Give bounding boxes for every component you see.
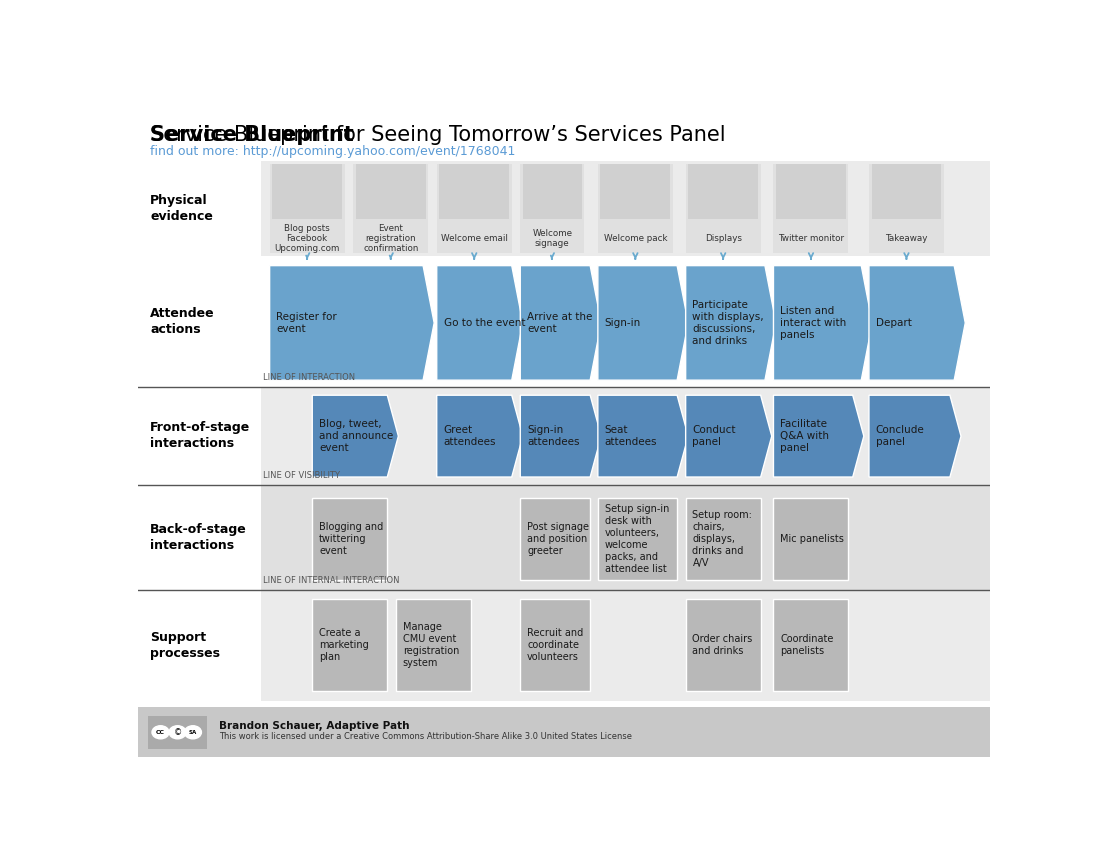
Bar [689, 164, 758, 219]
Polygon shape [685, 395, 772, 477]
Text: This work is licensed under a Creative Commons Attribution-Share Alike 3.0 Unite: This work is licensed under a Creative C… [219, 732, 632, 740]
Text: Create a
marketing
plan: Create a marketing plan [319, 628, 369, 662]
Text: Displays: Displays [705, 234, 741, 243]
Text: Order chairs
and drinks: Order chairs and drinks [693, 634, 752, 656]
Text: Participate
with displays,
discussions,
and drinks: Participate with displays, discussions, … [693, 300, 764, 346]
Bar [353, 164, 428, 252]
Bar [685, 498, 761, 580]
Text: Attendee
actions: Attendee actions [151, 307, 214, 336]
Bar [355, 164, 426, 219]
Text: Support
processes: Support processes [151, 631, 220, 660]
Bar [598, 164, 673, 252]
Polygon shape [685, 266, 775, 380]
Text: Greet
attendees: Greet attendees [443, 425, 496, 447]
Bar [773, 164, 848, 252]
Bar [522, 164, 582, 219]
Bar [270, 164, 344, 252]
Text: Blogging and
twittering
event: Blogging and twittering event [319, 522, 383, 556]
Text: Conduct
panel: Conduct panel [693, 425, 736, 447]
Bar [520, 599, 591, 691]
Polygon shape [437, 266, 522, 380]
Circle shape [169, 726, 186, 739]
Bar [520, 498, 591, 580]
Polygon shape [598, 395, 689, 477]
Text: Blog, tweet,
and announce
event: Blog, tweet, and announce event [319, 419, 394, 453]
Text: Front-of-stage
interactions: Front-of-stage interactions [151, 422, 251, 451]
Text: Depart: Depart [876, 318, 912, 328]
Bar [396, 599, 471, 691]
Text: Register for
event: Register for event [276, 312, 338, 334]
Text: Service Blueprint for Seeing Tomorrow’s Services Panel: Service Blueprint for Seeing Tomorrow’s … [151, 125, 726, 144]
Polygon shape [270, 266, 434, 380]
Bar [773, 498, 848, 580]
Bar [312, 599, 387, 691]
Text: Conclude
panel: Conclude panel [876, 425, 924, 447]
Text: Welcome email: Welcome email [441, 234, 508, 243]
Polygon shape [773, 395, 864, 477]
Bar [685, 164, 761, 252]
Bar [520, 164, 584, 252]
Text: Setup room:
chairs,
displays,
drinks and
A/V: Setup room: chairs, displays, drinks and… [693, 510, 752, 568]
Text: Welcome pack: Welcome pack [604, 234, 667, 243]
Text: Twitter monitor: Twitter monitor [778, 234, 844, 243]
Text: Setup sign-in
desk with
volunteers,
welcome
packs, and
attendee list: Setup sign-in desk with volunteers, welc… [605, 504, 669, 574]
Circle shape [185, 726, 201, 739]
Polygon shape [869, 395, 961, 477]
Text: Sign-in: Sign-in [605, 318, 641, 328]
Text: Coordinate
panelists: Coordinate panelists [780, 634, 834, 656]
Bar [776, 164, 846, 219]
Text: ©: © [174, 728, 182, 737]
Text: LINE OF VISIBILITY: LINE OF VISIBILITY [263, 471, 340, 480]
Bar [147, 716, 208, 749]
Text: Recruit and
coordinate
volunteers: Recruit and coordinate volunteers [527, 628, 583, 662]
Text: Physical
evidence: Physical evidence [151, 194, 213, 223]
Text: Arrive at the
event: Arrive at the event [527, 312, 593, 334]
Polygon shape [598, 266, 689, 380]
Text: Seat
attendees: Seat attendees [605, 425, 657, 447]
Text: Sign-in
attendees: Sign-in attendees [527, 425, 580, 447]
Bar [272, 164, 342, 219]
Text: Event
registration
confirmation: Event registration confirmation [363, 224, 418, 253]
Bar [598, 498, 678, 580]
Text: LINE OF INTERACTION: LINE OF INTERACTION [263, 373, 355, 382]
Bar [869, 164, 944, 252]
Text: Welcome
signage: Welcome signage [532, 229, 572, 248]
Bar [261, 256, 990, 387]
Text: CC: CC [156, 730, 165, 734]
Text: Facilitate
Q&A with
panel: Facilitate Q&A with panel [780, 419, 829, 453]
Bar [261, 484, 990, 590]
Bar [773, 599, 848, 691]
Text: Service Blueprint: Service Blueprint [151, 125, 354, 144]
Text: LINE OF INTERNAL INTERACTION: LINE OF INTERNAL INTERACTION [263, 576, 399, 585]
Bar [685, 599, 761, 691]
Polygon shape [773, 266, 872, 380]
Text: Manage
CMU event
registration
system: Manage CMU event registration system [403, 622, 459, 668]
Polygon shape [437, 395, 522, 477]
Text: Go to the event: Go to the event [443, 318, 525, 328]
Text: SA: SA [189, 730, 197, 734]
Bar [261, 161, 990, 256]
Polygon shape [520, 266, 602, 380]
Text: Mic panelists: Mic panelists [780, 534, 844, 544]
Bar [261, 387, 990, 484]
Text: Post signage
and position
greeter: Post signage and position greeter [527, 522, 590, 556]
Bar [601, 164, 670, 219]
Bar [138, 707, 990, 756]
Polygon shape [312, 395, 398, 477]
Text: Back-of-stage
interactions: Back-of-stage interactions [151, 523, 248, 552]
Text: Brandon Schauer, Adaptive Path: Brandon Schauer, Adaptive Path [219, 721, 410, 730]
Bar [261, 590, 990, 701]
Circle shape [152, 726, 169, 739]
Text: Listen and
interact with
panels: Listen and interact with panels [780, 306, 847, 340]
Text: Takeaway: Takeaway [886, 234, 927, 243]
Polygon shape [869, 266, 966, 380]
Bar [439, 164, 509, 219]
Text: Blog posts
Facebook
Upcoming.com: Blog posts Facebook Upcoming.com [275, 224, 340, 253]
Bar [312, 498, 387, 580]
Text: find out more: http://upcoming.yahoo.com/event/1768041: find out more: http://upcoming.yahoo.com… [151, 144, 516, 157]
Bar [437, 164, 512, 252]
Bar [871, 164, 942, 219]
Polygon shape [520, 395, 602, 477]
